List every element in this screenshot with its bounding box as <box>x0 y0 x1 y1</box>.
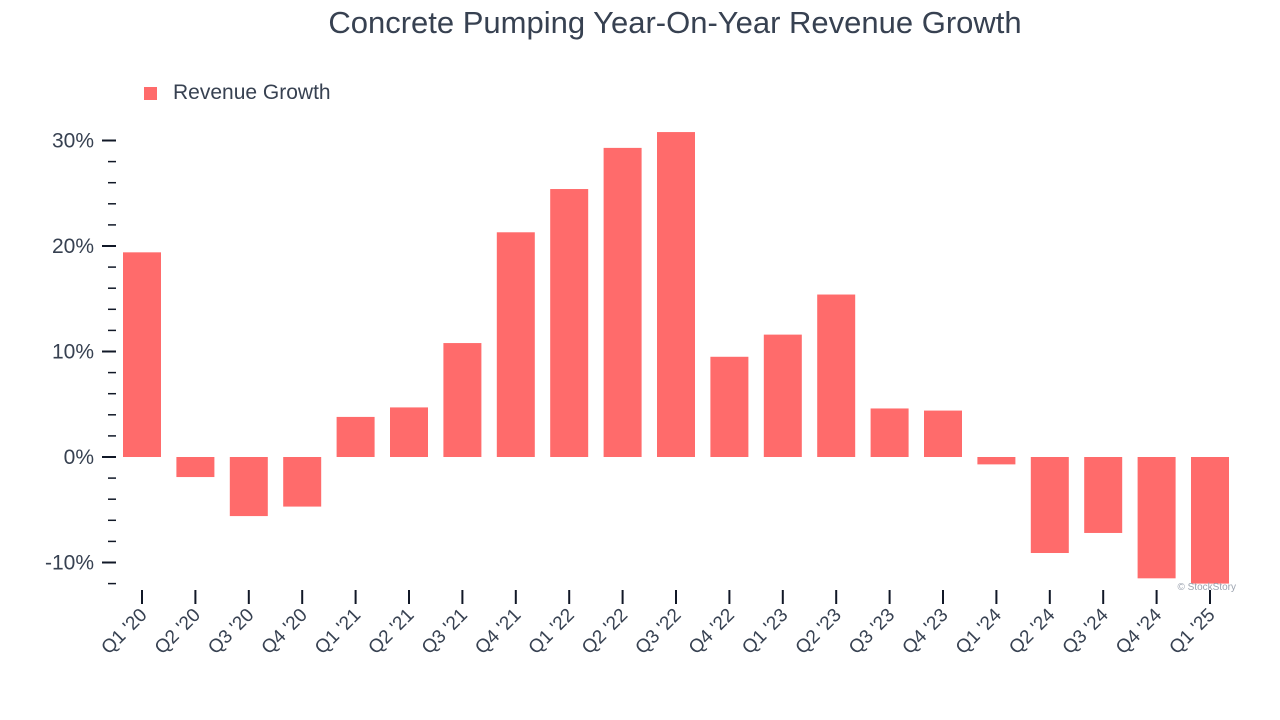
bar <box>336 416 375 457</box>
legend-label: Revenue Growth <box>173 81 331 104</box>
legend: Revenue Growth <box>144 81 331 104</box>
y-tick-label: 10% <box>52 341 94 364</box>
bar <box>657 132 695 457</box>
x-tick-label: Q1 '23 <box>738 605 792 659</box>
y-tick-label: 20% <box>52 235 94 258</box>
bar <box>390 407 428 457</box>
bar <box>817 294 856 457</box>
x-tick-label: Q1 '22 <box>525 605 579 659</box>
bar <box>924 410 962 457</box>
x-tick-label: Q1 '24 <box>952 604 1006 658</box>
x-tick-label: Q4 '20 <box>258 605 312 659</box>
x-tick-label: Q3 '24 <box>1059 604 1113 658</box>
x-tick-label: Q4 '22 <box>685 605 739 659</box>
x-tick-label: Q2 '21 <box>365 605 419 659</box>
x-tick-label: Q4 '23 <box>899 605 953 659</box>
x-tick-label: Q2 '22 <box>578 605 632 659</box>
x-axis: Q1 '20 Q2 '20 Q3 '20 Q4 '20 Q1 '21 Q2 '21 Q3 '… <box>98 590 1220 659</box>
bar <box>123 252 161 457</box>
y-tick-label: 0% <box>64 446 94 469</box>
bar <box>763 334 802 457</box>
bars <box>123 132 1229 584</box>
bar <box>710 356 749 457</box>
y-tick-label: 30% <box>52 130 94 153</box>
x-tick-label: Q2 '24 <box>1005 604 1059 658</box>
bar <box>550 189 589 457</box>
bar <box>1191 457 1229 584</box>
bar <box>1084 457 1123 533</box>
bar <box>443 343 482 457</box>
bar <box>1030 457 1069 554</box>
bar <box>977 457 1016 465</box>
chart-title: Concrete Pumping Year-On-Year Revenue Gr… <box>328 5 1021 40</box>
y-axis: -10% 0% 10% 20% 30% <box>45 130 116 585</box>
x-tick-label: Q3 '22 <box>632 605 686 659</box>
bar <box>176 457 215 478</box>
watermark: © StockStory <box>1178 582 1237 593</box>
bar <box>1137 457 1176 579</box>
x-tick-label: Q3 '20 <box>204 605 258 659</box>
bar <box>496 232 535 457</box>
legend-swatch <box>144 87 157 100</box>
x-tick-label: Q2 '20 <box>151 605 205 659</box>
bar <box>229 457 268 517</box>
bar <box>283 457 322 507</box>
bar <box>603 147 642 457</box>
x-tick-label: Q3 '23 <box>845 605 899 659</box>
x-tick-label: Q3 '21 <box>418 605 472 659</box>
x-tick-label: Q4 '24 <box>1112 604 1166 658</box>
bar <box>870 408 909 457</box>
x-tick-label: Q4 '21 <box>471 605 525 659</box>
x-tick-label: Q1 '25 <box>1166 605 1220 659</box>
x-tick-label: Q1 '21 <box>311 605 365 659</box>
y-tick-label: -10% <box>45 552 94 575</box>
x-tick-label: Q1 '20 <box>98 605 152 659</box>
x-tick-label: Q2 '23 <box>792 605 846 659</box>
